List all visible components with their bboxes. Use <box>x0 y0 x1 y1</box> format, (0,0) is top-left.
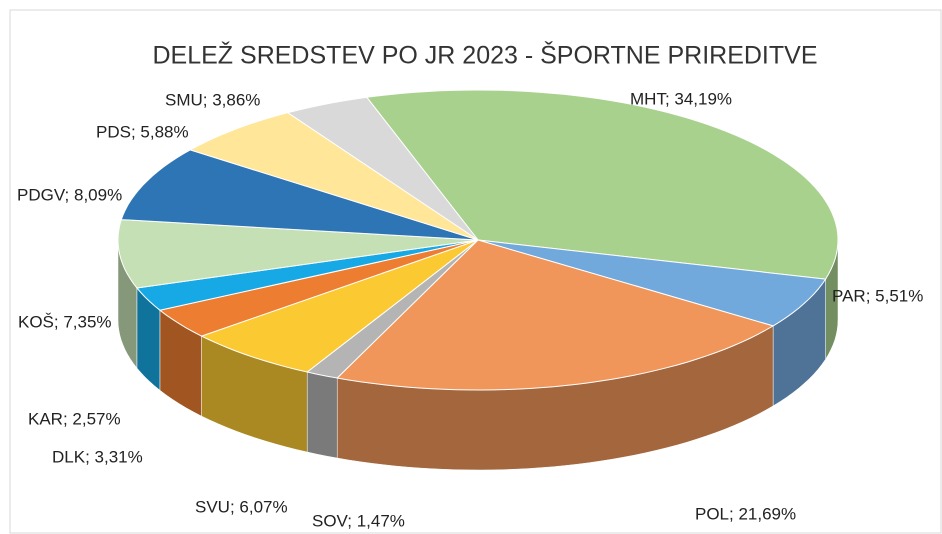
chart-title: DELEŽ SREDSTEV PO JR 2023 - ŠPORTNE PRIR… <box>153 41 818 70</box>
data-label: SMU; 3,86% <box>165 90 260 109</box>
pie-slice <box>365 89 839 280</box>
pie-slice <box>158 239 479 337</box>
data-label: POL; 21,69% <box>695 504 796 523</box>
pie-slice <box>477 239 827 327</box>
pie-slice <box>135 239 479 311</box>
pie-slice <box>120 149 479 241</box>
pie-slice <box>117 219 479 289</box>
pie-slice <box>286 96 479 241</box>
data-label: MHT; 34,19% <box>630 89 732 108</box>
data-label: KAR; 2,57% <box>28 409 121 428</box>
data-label: SOV; 1,47% <box>312 511 405 530</box>
pie-slice <box>188 112 479 241</box>
data-label: DLK; 3,31% <box>52 447 143 466</box>
data-label: PDGV; 8,09% <box>17 185 122 204</box>
data-label: KOŠ; 7,35% <box>18 312 112 331</box>
pie-side <box>306 371 338 459</box>
data-label: SVU; 6,07% <box>195 497 288 516</box>
data-label: PAR; 5,51% <box>832 286 923 305</box>
pie-slice <box>336 239 775 391</box>
pie-slice <box>200 239 479 373</box>
data-label: PDS; 5,88% <box>96 122 189 141</box>
